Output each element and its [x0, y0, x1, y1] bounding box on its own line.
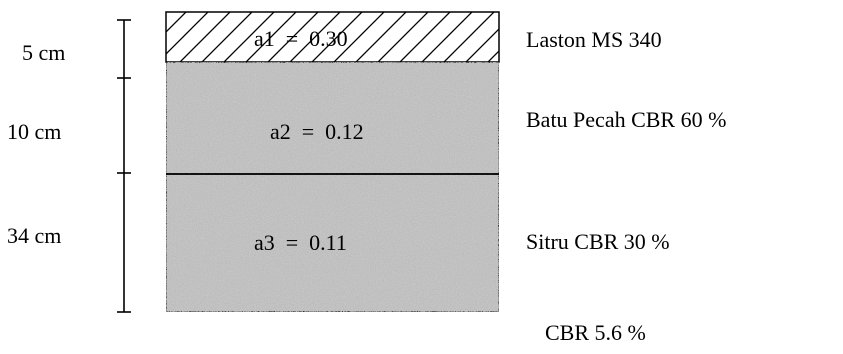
layer-2-coefficient: a2 = 0.12 [270, 119, 364, 144]
layer-1-material: Laston MS 340 [526, 27, 662, 52]
subgrade-label: CBR 5.6 % [545, 320, 646, 345]
layer-2: a2 = 0.12 [165, 61, 500, 175]
layer-3-thickness: 34 cm [7, 223, 61, 248]
layer-1-coefficient: a1 = 0.30 [254, 26, 348, 51]
layer-2-thickness: 10 cm [7, 119, 61, 144]
layer-1-fill [165, 11, 500, 63]
layer-1: a1 = 0.30 [165, 11, 500, 63]
layer-3-coefficient: a3 = 0.11 [254, 230, 347, 255]
thickness-dimension [117, 19, 131, 313]
layer-2-material: Batu Pecah CBR 60 % [526, 107, 726, 132]
layer-3-material: Sitru CBR 30 % [526, 229, 670, 254]
layer-1-thickness: 5 cm [22, 40, 65, 65]
layer-3-fill [165, 173, 500, 313]
layer-3: a3 = 0.11 [165, 173, 500, 313]
layer-2-fill [165, 61, 500, 175]
